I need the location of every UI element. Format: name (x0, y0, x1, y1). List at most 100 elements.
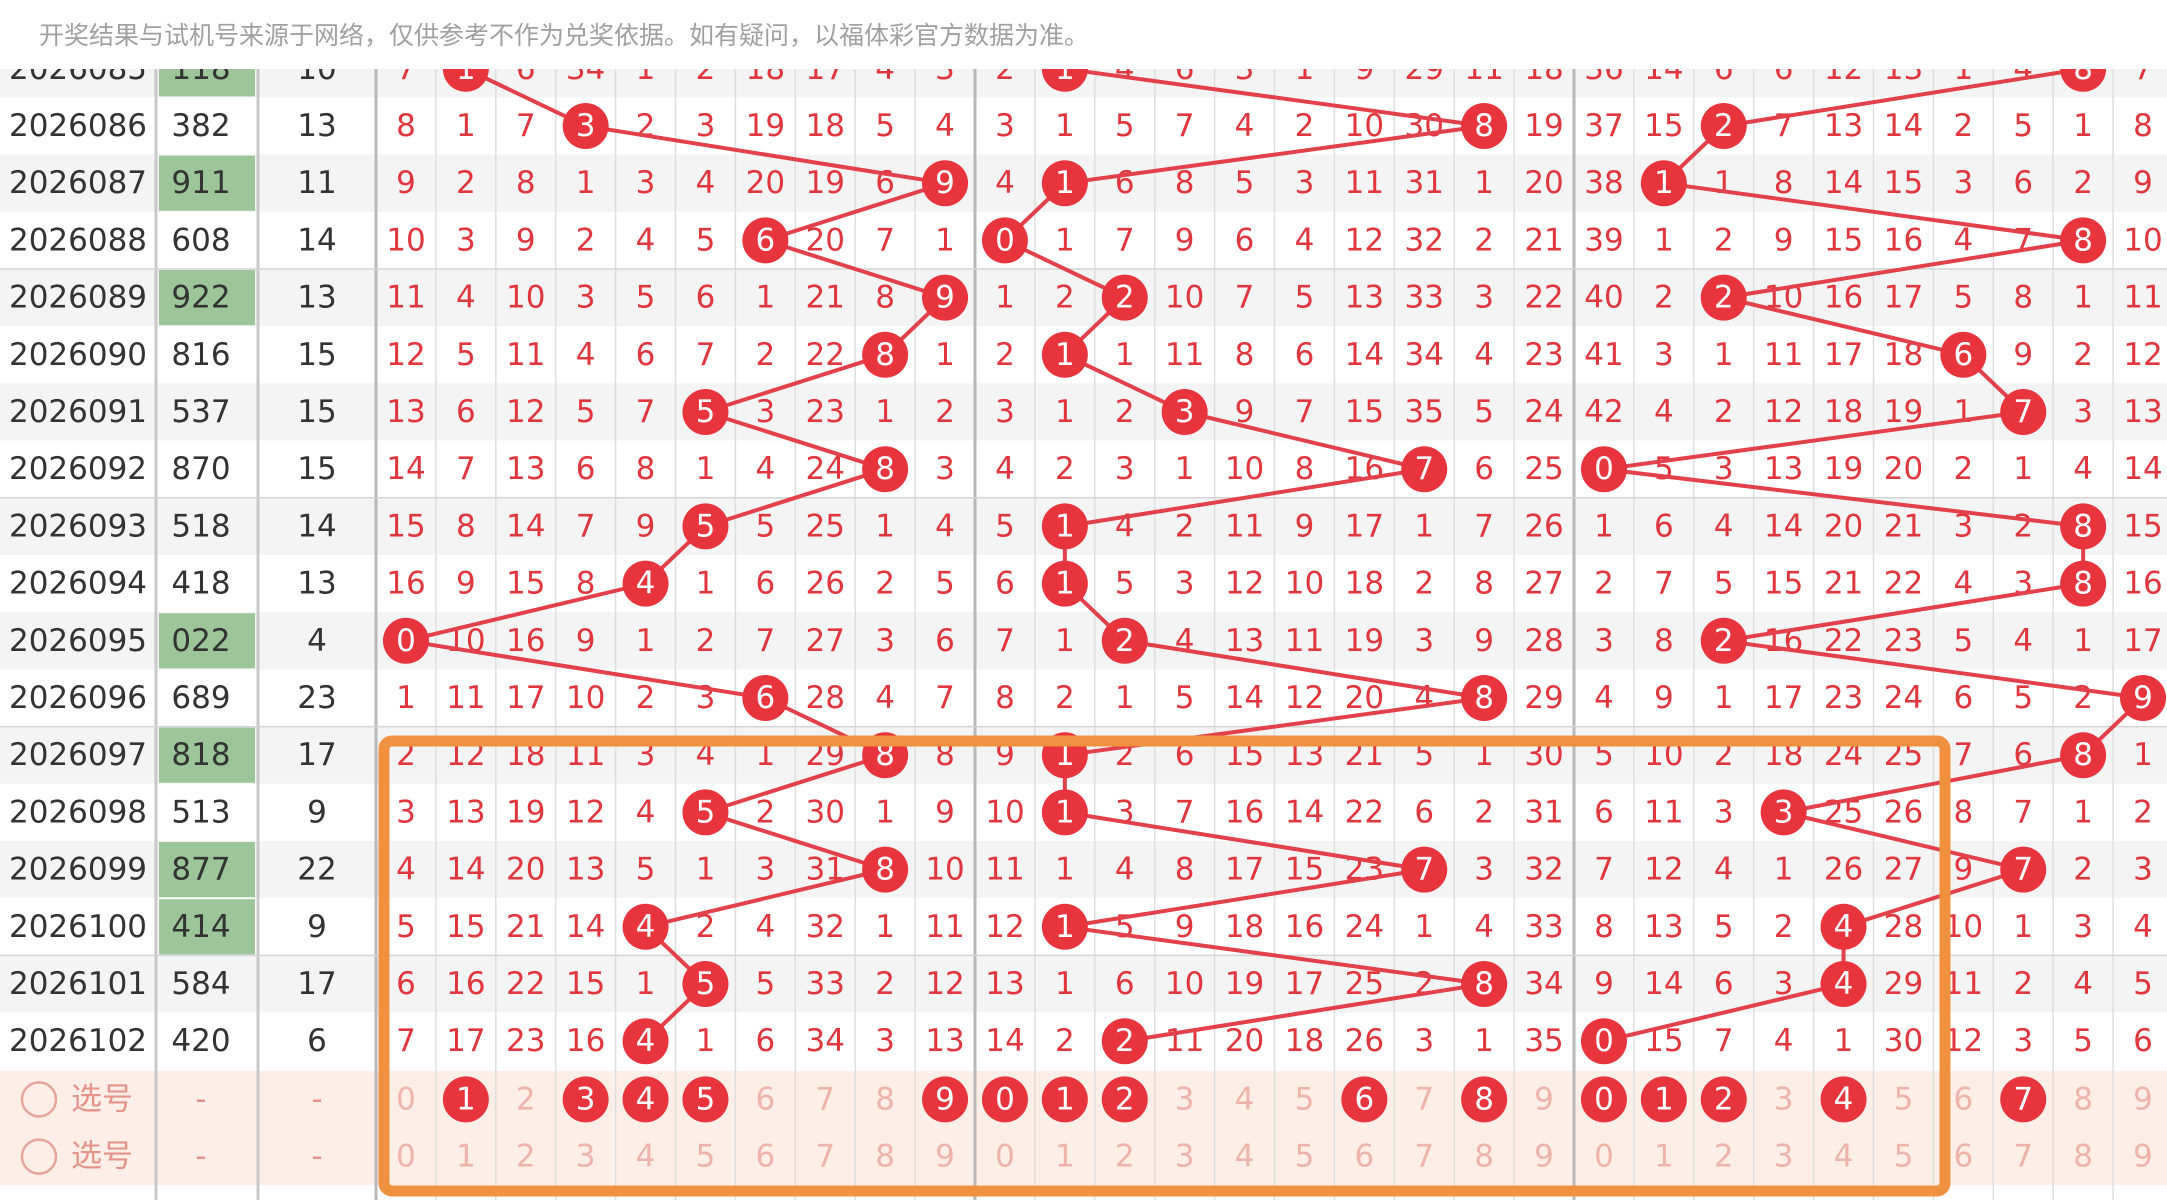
selected-ball[interactable] (1461, 1076, 1508, 1123)
selected-ball[interactable] (442, 1076, 489, 1123)
miss-count: 13 (1644, 909, 1683, 945)
hit-digit: 1 (1055, 165, 1075, 201)
miss-count: 1 (696, 451, 716, 487)
miss-count: 15 (2123, 508, 2162, 544)
miss-count: 27 (1884, 852, 1923, 888)
miss-count: 2 (755, 794, 775, 830)
sum: 9 (307, 909, 327, 945)
miss-count: 3 (396, 794, 416, 830)
miss-count: 6 (1235, 222, 1255, 258)
miss-count: 2 (1654, 280, 1674, 316)
selected-ball[interactable] (562, 1076, 609, 1123)
miss-count: 20 (1225, 1023, 1264, 1059)
miss-count: 8 (516, 165, 536, 201)
row-bg (0, 1012, 2167, 1070)
miss-count: 4 (935, 508, 955, 544)
hit-digit: 0 (1594, 1023, 1614, 1059)
number: 584 (171, 966, 230, 1002)
miss-count: 14 (1345, 337, 1384, 373)
hit-digit: 3 (1774, 794, 1794, 830)
selected-ball[interactable] (922, 1076, 969, 1123)
selected-digit: 4 (636, 1081, 656, 1117)
selected-ball[interactable] (1341, 1076, 1388, 1123)
miss-count: 2 (456, 165, 476, 201)
miss-count: 7 (1594, 852, 1614, 888)
miss-count: 7 (516, 108, 536, 144)
miss-count: 25 (1524, 451, 1563, 487)
selected-ball[interactable] (682, 1076, 729, 1123)
miss-count: 32 (806, 909, 845, 945)
hit-ball (1041, 789, 1088, 836)
miss-count: 2 (2133, 794, 2153, 830)
miss-count: 1 (1414, 508, 1434, 544)
selected-ball[interactable] (1700, 1076, 1747, 1123)
miss-count: 3 (456, 222, 476, 258)
miss-count: 8 (2013, 280, 2033, 316)
selected-ball[interactable] (1640, 1076, 1687, 1123)
number: 414 (171, 909, 230, 945)
hit-ball (1461, 961, 1508, 1007)
miss-count: 11 (506, 337, 545, 373)
number-highlight (159, 270, 255, 326)
miss-count: 2 (1295, 108, 1315, 144)
selection-bg (0, 1128, 2167, 1186)
sum: 13 (297, 566, 336, 602)
selection-sum: - (311, 1081, 322, 1117)
miss-count: 28 (806, 680, 845, 716)
miss-count: 13 (925, 1023, 964, 1059)
hit-ball (2120, 675, 2167, 721)
miss-count: 7 (995, 623, 1015, 659)
miss-count: 9 (935, 794, 955, 830)
select-digit: 3 (1175, 1081, 1195, 1117)
miss-count: 1 (636, 966, 656, 1002)
miss-count: 1 (1953, 394, 1973, 430)
miss-count: 3 (1654, 337, 1674, 373)
miss-count: 14 (1285, 794, 1324, 830)
miss-count: 8 (995, 680, 1015, 716)
selected-ball[interactable] (1580, 1076, 1627, 1123)
miss-count: 23 (1884, 623, 1923, 659)
select-digit: 2 (1714, 1139, 1734, 1175)
issue: 2026101 (9, 966, 147, 1002)
selected-ball[interactable] (622, 1076, 669, 1123)
miss-count: 13 (446, 794, 485, 830)
miss-count: 16 (446, 966, 485, 1002)
miss-count: 22 (1345, 794, 1384, 830)
miss-count: 2 (1714, 394, 1734, 430)
miss-count: 7 (1654, 566, 1674, 602)
miss-count: 2 (696, 909, 716, 945)
miss-count: 1 (995, 280, 1015, 316)
miss-count: 7 (1474, 508, 1494, 544)
miss-count: 4 (2133, 909, 2153, 945)
miss-count: 17 (1285, 966, 1324, 1002)
miss-count: 3 (935, 451, 955, 487)
hit-digit: 8 (875, 451, 895, 487)
selected-ball[interactable] (1101, 1076, 1148, 1123)
hit-digit: 8 (1474, 966, 1494, 1002)
miss-count: 10 (1285, 566, 1324, 602)
hit-ball (1760, 789, 1807, 836)
hit-digit: 8 (2073, 508, 2093, 544)
select-digit: 9 (1534, 1139, 1554, 1175)
miss-count: 14 (1824, 165, 1863, 201)
selected-ball[interactable] (981, 1076, 1028, 1123)
miss-count: 9 (1953, 852, 1973, 888)
sum: 13 (297, 280, 336, 316)
selected-ball[interactable] (2000, 1076, 2047, 1123)
selected-ball[interactable] (1820, 1076, 1867, 1123)
miss-count: 9 (1235, 394, 1255, 430)
miss-count: 8 (1654, 623, 1674, 659)
miss-count: 1 (1414, 909, 1434, 945)
miss-count: 13 (1764, 451, 1803, 487)
miss-count: 5 (755, 966, 775, 1002)
miss-count: 8 (875, 280, 895, 316)
miss-count: 16 (1884, 222, 1923, 258)
miss-count: 19 (1225, 966, 1264, 1002)
hit-ball (622, 560, 669, 607)
miss-count: 28 (1884, 909, 1923, 945)
select-digit: 8 (2073, 1081, 2093, 1117)
miss-count: 3 (1594, 623, 1614, 659)
miss-count: 2 (1474, 222, 1494, 258)
selected-ball[interactable] (1041, 1076, 1088, 1123)
miss-count: 20 (1884, 451, 1923, 487)
